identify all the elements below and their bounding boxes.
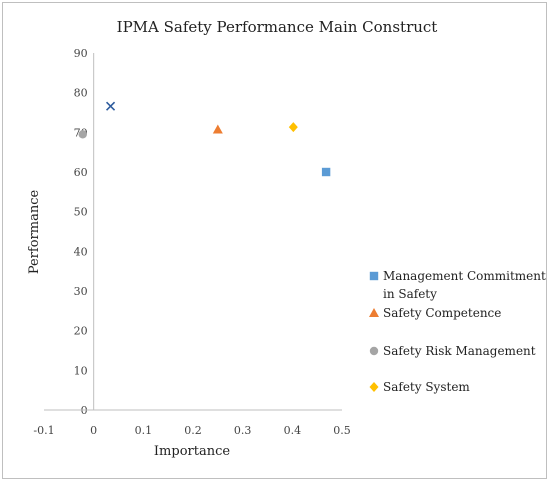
y-tick-label: 90 — [74, 47, 88, 60]
x-tick-label: 0.5 — [333, 424, 351, 437]
legend: Management Commitment in Safety Safety Com… — [369, 269, 546, 394]
y-tick-label: 80 — [74, 87, 88, 100]
data-points — [78, 101, 331, 177]
y-tick-label: 30 — [74, 285, 88, 298]
y-tick-label: 50 — [74, 206, 88, 219]
legend-marker-triangle — [369, 308, 379, 317]
y-tick-label: 10 — [74, 364, 88, 377]
y-tick-label: 40 — [74, 245, 88, 258]
data-point-triangle — [212, 124, 223, 134]
legend-marker-circle — [369, 346, 379, 356]
chart-title: IPMA Safety Performance Main Construct — [117, 18, 438, 36]
legend-label: Management Commitment — [383, 269, 546, 283]
data-point-circle — [78, 130, 87, 139]
x-axis-title: Importance — [154, 444, 230, 459]
legend-marker-square — [369, 271, 379, 281]
legend-label: Safety Risk Management — [383, 344, 536, 358]
legend-label: in Safety — [383, 287, 437, 301]
x-tick-label: 0 — [90, 424, 97, 437]
data-point-x — [105, 101, 116, 111]
data-point-square — [321, 167, 331, 177]
y-tick-label: 20 — [74, 325, 88, 338]
x-tick-label: -0.1 — [33, 424, 54, 437]
legend-label: Safety Competence — [383, 306, 501, 320]
x-tick-label: 0.3 — [234, 424, 252, 437]
legend-marker-diamond — [369, 382, 379, 392]
y-axis-ticks: 0102030405060708090 — [74, 47, 88, 417]
data-point-diamond — [288, 122, 298, 133]
y-axis-title: Performance — [27, 190, 42, 275]
x-tick-label: 0.2 — [184, 424, 202, 437]
legend-label: Safety System — [383, 380, 470, 394]
y-tick-label: 60 — [74, 166, 88, 179]
x-tick-label: 0.1 — [135, 424, 153, 437]
x-tick-label: 0.4 — [284, 424, 302, 437]
x-axis-ticks: -0.1 0 0.1 0.2 0.3 0.4 0.5 — [33, 424, 350, 437]
